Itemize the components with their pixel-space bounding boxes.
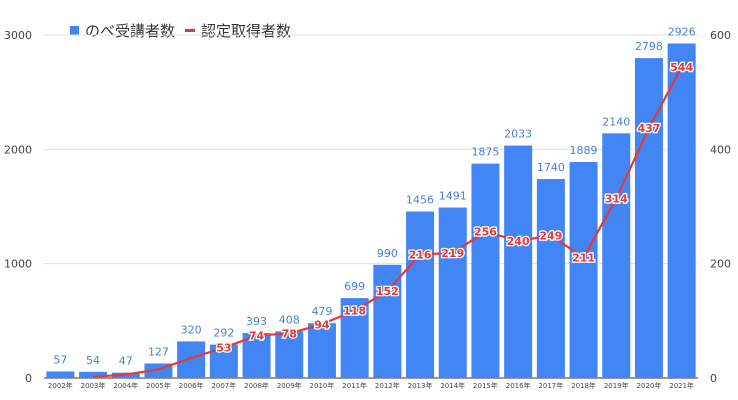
x-tick-label: 2003年 (81, 381, 106, 390)
line-value-label: 78 (282, 327, 297, 340)
x-tick-label: 2011年 (342, 381, 367, 390)
bar-value-label: 1875 (471, 146, 499, 159)
bar-value-label: 127 (148, 345, 169, 358)
x-tick-label: 2006年 (179, 381, 204, 390)
y-left-tick-label: 1000 (4, 258, 32, 271)
bar (242, 333, 271, 378)
bar-value-label: 54 (86, 354, 100, 367)
y-right-tick-label: 400 (710, 143, 731, 156)
x-tick-label: 2020年 (637, 381, 662, 390)
bar-value-label: 1491 (439, 190, 467, 203)
x-tick-label: 2002年 (48, 381, 73, 390)
bar-value-label: 1889 (570, 144, 598, 157)
y-right-tick-label: 600 (710, 29, 731, 42)
bar (307, 323, 336, 378)
bar (406, 211, 435, 378)
x-tick-label: 2017年 (538, 381, 563, 390)
bar-value-label: 292 (213, 327, 234, 340)
bar (438, 207, 467, 378)
line-value-label: 219 (441, 247, 464, 260)
x-tick-label: 2021年 (669, 381, 694, 390)
bar (667, 43, 696, 379)
line-value-label: 118 (343, 305, 366, 318)
x-tick-label: 2014年 (440, 381, 465, 390)
bar-value-label: 393 (246, 315, 267, 328)
y-left-tick-label: 2000 (4, 143, 32, 156)
bar-value-label: 2140 (602, 115, 630, 128)
bar (536, 179, 565, 378)
bar-value-label: 47 (119, 355, 133, 368)
bar-value-label: 2926 (668, 25, 696, 38)
bar (504, 145, 533, 378)
bar (602, 133, 631, 378)
y-left-tick-label: 3000 (4, 29, 32, 42)
x-tick-label: 2019年 (604, 381, 629, 390)
y-left-tick-label: 0 (25, 372, 32, 385)
line-value-label: 152 (376, 285, 399, 298)
x-tick-label: 2012年 (375, 381, 400, 390)
bar (373, 264, 402, 378)
bar (46, 371, 75, 378)
bar (634, 58, 663, 378)
legend-line-swatch (185, 29, 196, 32)
x-tick-label: 2018年 (571, 381, 596, 390)
bar-value-label: 2033 (504, 128, 532, 141)
bar-value-label: 57 (53, 353, 67, 366)
bar-value-label: 408 (279, 313, 300, 326)
x-tick-label: 2007年 (211, 381, 236, 390)
x-tick-label: 2004年 (113, 381, 138, 390)
x-tick-label: 2008年 (244, 381, 269, 390)
line-value-label: 437 (637, 122, 660, 135)
y-right-tick-label: 200 (710, 258, 731, 271)
bar-value-label: 479 (311, 305, 332, 318)
bar-value-label: 699 (344, 280, 365, 293)
line-value-label: 256 (474, 226, 497, 239)
line-value-label: 314 (605, 192, 628, 205)
x-tick-label: 2010年 (310, 381, 335, 390)
bar-value-label: 1740 (537, 161, 565, 174)
bar (569, 162, 598, 378)
line-value-label: 544 (670, 61, 693, 74)
bar-value-label: 320 (181, 323, 202, 336)
bar-value-label: 990 (377, 247, 398, 260)
line-value-label: 211 (572, 251, 595, 264)
line-value-label: 249 (539, 230, 562, 243)
bar-value-label: 2798 (635, 40, 663, 53)
line-value-label: 74 (249, 330, 265, 343)
bar (79, 371, 108, 378)
y-right-tick-label: 0 (710, 372, 717, 385)
line-value-label: 94 (314, 318, 330, 331)
x-tick-label: 2005年 (146, 381, 171, 390)
x-tick-label: 2015年 (473, 381, 498, 390)
bar (275, 331, 304, 378)
bar (177, 341, 206, 378)
x-tick-label: 2013年 (408, 381, 433, 390)
x-tick-label: 2016年 (506, 381, 531, 390)
line-value-label: 240 (507, 235, 530, 248)
legend-bar-swatch (70, 26, 79, 35)
line-value-label: 53 (216, 342, 231, 355)
line-value-label: 216 (409, 249, 432, 262)
bar-value-label: 1456 (406, 194, 434, 207)
line-series (92, 66, 683, 378)
bar (471, 163, 500, 378)
x-tick-label: 2009年 (277, 381, 302, 390)
